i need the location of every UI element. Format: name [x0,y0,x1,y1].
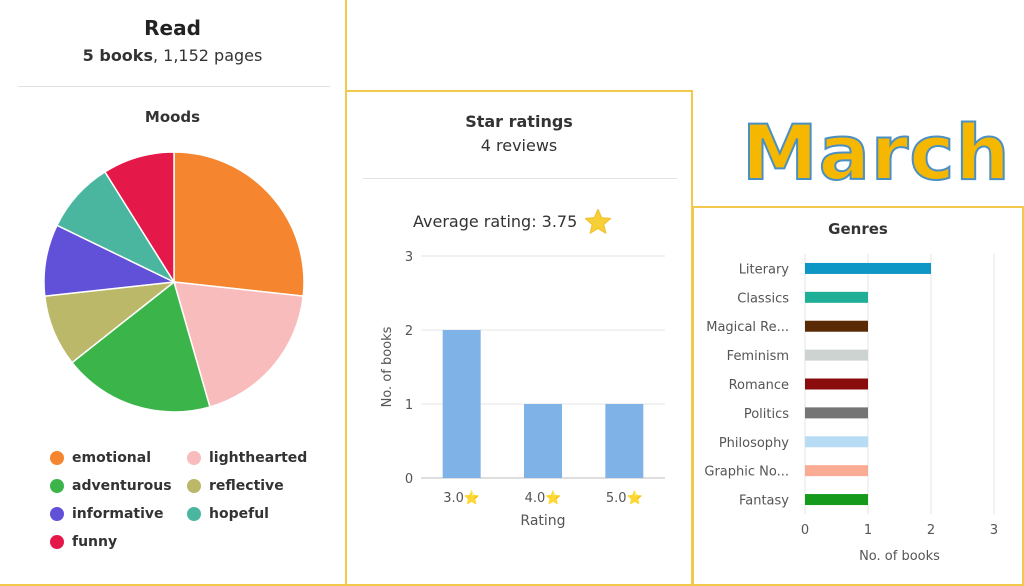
y-tick-label: Graphic No... [704,465,789,480]
bar-Classics [805,291,868,303]
legend-dot-hopeful [187,507,201,521]
x-tick-label: 3 [990,523,998,538]
legend-dot-lighthearted [187,451,201,465]
legend-label: hopeful [209,506,269,522]
x-tick-label: 0 [801,523,809,538]
y-tick-label: 0 [405,472,413,487]
legend-dot-reflective [187,479,201,493]
books-count: 5 books [82,46,153,65]
legend-dot-informative [50,507,64,521]
genres-title: Genres [828,220,888,238]
x-tick-label: 5.0⭐ [606,490,643,506]
genres-bar-chart: 0 1 2 3 Literary Classics Magical Re... Feminis… [704,254,998,564]
legend-label: emotional [72,450,152,466]
y-tick-label: 3 [405,250,413,265]
x-tick-label: 1 [864,523,872,538]
y-tick-label: 1 [405,398,413,413]
x-tick-label: 3.0⭐ [443,490,480,506]
x-axis-label: No. of books [859,549,940,564]
y-tick-label: 2 [405,324,413,339]
legend-label: adventurous [72,478,172,494]
bar-Feminism [805,349,868,361]
y-tick-label: Feminism [727,349,789,364]
legend-informative: informative [50,506,164,522]
y-tick-label: Romance [729,378,789,393]
pie-slice-lighthearted [172,281,305,408]
legend-lighthearted: lighthearted [187,450,307,466]
y-tick-label: Fantasy [739,494,789,509]
legend-label: funny [72,534,118,550]
bar-Romance [805,378,868,390]
legend-label: lighthearted [209,450,308,466]
bar-Literary [805,262,931,274]
bar-3.0⭐ [442,330,481,478]
star-ratings-card: Star ratings 4 reviews Average rating: 3… [345,90,693,586]
legend-emotional: emotional [50,450,151,466]
legend-funny: funny [50,534,117,550]
reviews-count: 4 reviews [480,136,558,155]
pie-slice-emotional [173,151,305,297]
pages-count: , 1,152 pages [152,46,263,65]
stars-divider [363,178,677,179]
legend-dot-funny [50,535,64,549]
read-title: Read [144,16,201,40]
pie-slice-funny [103,151,175,285]
legend-dot-adventurous [50,479,64,493]
y-axis-label: No. of books [380,326,395,407]
y-tick-label: Philosophy [719,436,789,451]
read-divider [18,86,330,87]
read-card: Read 5 books, 1,152 pages Moods emotiona… [0,0,347,586]
pie-slice-adventurous [70,280,211,413]
legend-dot-emotional [50,451,64,465]
star-icon [584,208,612,234]
bar-4.0⭐ [524,404,562,478]
x-tick-label: 4.0⭐ [525,490,562,506]
genres-card: Genres 0 1 2 3 Literary Classics Magical Re...… [692,206,1024,586]
legend-label: reflective [209,478,284,494]
y-tick-label: Classics [737,291,789,306]
legend-adventurous: adventurous [50,478,172,494]
average-rating: Average rating: 3.75 [413,212,578,231]
bar-Magical Re... [805,320,868,332]
bar-5.0⭐ [605,404,644,478]
bar-Politics [805,407,868,419]
legend-hopeful: hopeful [187,506,269,522]
x-tick-label: 2 [927,523,935,538]
y-tick-label: Literary [739,262,790,277]
bar-Graphic No... [805,465,868,477]
legend-reflective: reflective [187,478,284,494]
bar-Philosophy [805,436,868,448]
legend-label: informative [72,506,164,522]
star-ratings-bar-chart: 0 1 2 3 3.0⭐ 4.0⭐ 5.0⭐ Rating No. of books [380,250,665,529]
bar-Fantasy [805,494,868,506]
y-tick-label: Magical Re... [706,320,789,335]
moods-title: Moods [144,108,201,126]
y-tick-label: Politics [744,407,789,422]
month-title: March [741,107,1011,198]
moods-pie-chart [43,151,305,413]
star-ratings-title: Star ratings [465,112,573,131]
read-summary: 5 books, 1,152 pages [0,46,345,65]
x-axis-label: Rating [520,513,565,529]
